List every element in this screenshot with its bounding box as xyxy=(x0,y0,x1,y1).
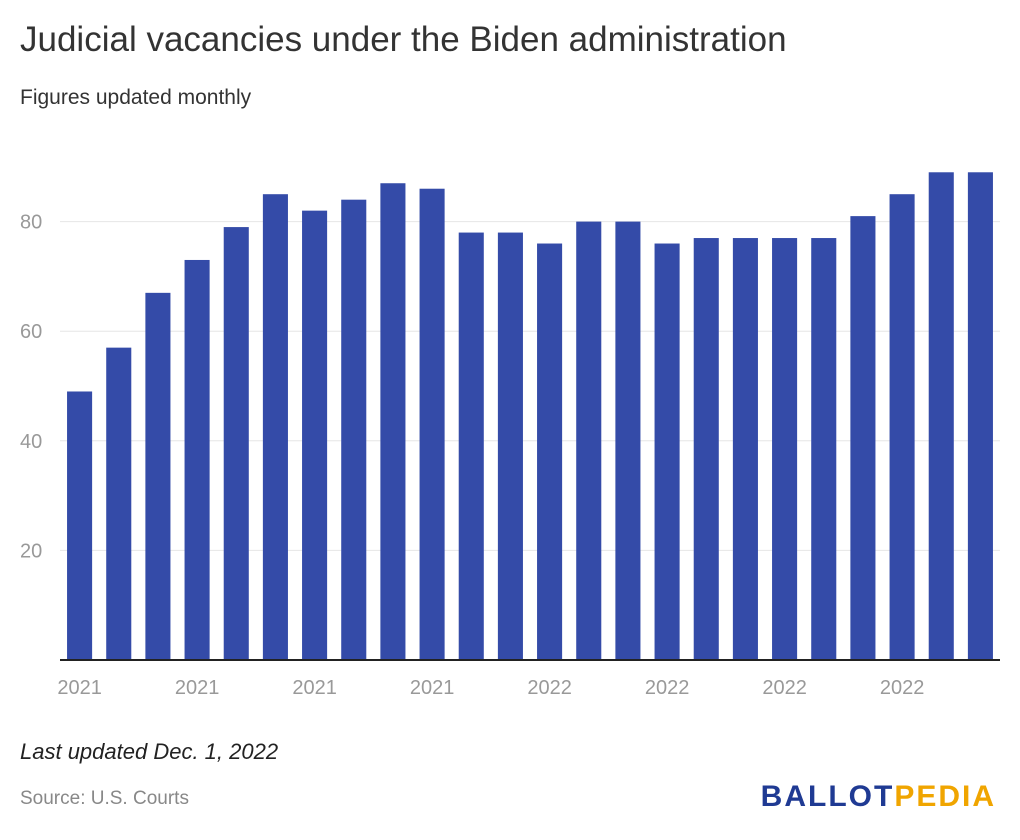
last-updated-note: Last updated Dec. 1, 2022 xyxy=(20,739,279,764)
bar[interactable] xyxy=(576,221,602,660)
bar[interactable] xyxy=(850,216,876,660)
bar[interactable] xyxy=(341,199,367,660)
bar[interactable] xyxy=(380,183,406,661)
bar[interactable] xyxy=(145,292,171,660)
bar[interactable] xyxy=(106,347,132,660)
bar[interactable] xyxy=(889,194,915,660)
bar[interactable] xyxy=(302,210,328,660)
x-axis-ticks: 2021 2021 2021 2021 2022 2022 2022 2022 xyxy=(57,677,924,699)
bar[interactable] xyxy=(811,238,837,661)
chart-subtitle: Figures updated monthly xyxy=(20,86,252,109)
bar[interactable] xyxy=(654,243,680,660)
x-tick-label: 2021 xyxy=(57,677,102,699)
bar[interactable] xyxy=(693,238,719,661)
bar[interactable] xyxy=(67,391,93,660)
x-tick-label: 2022 xyxy=(527,677,572,699)
logo-part-ballot: BALLOT xyxy=(760,780,895,813)
gridlines xyxy=(60,221,1000,551)
bar[interactable] xyxy=(615,221,641,660)
chart-title: Judicial vacancies under the Biden admin… xyxy=(20,20,787,59)
bar[interactable] xyxy=(772,238,798,661)
bar[interactable] xyxy=(223,227,249,660)
logo-part-pedia: PEDIA xyxy=(894,780,996,813)
bar[interactable] xyxy=(262,194,288,660)
bar[interactable] xyxy=(458,232,484,660)
y-axis-ticks: 20 40 60 80 xyxy=(20,212,42,563)
y-tick-label: 20 xyxy=(20,540,42,562)
y-tick-label: 40 xyxy=(20,431,42,453)
bar[interactable] xyxy=(419,188,445,660)
bar[interactable] xyxy=(928,172,954,660)
x-tick-label: 2022 xyxy=(645,677,690,699)
x-tick-label: 2021 xyxy=(292,677,337,699)
y-tick-label: 60 xyxy=(20,321,42,343)
x-tick-label: 2022 xyxy=(762,677,807,699)
y-tick-label: 80 xyxy=(20,212,42,234)
x-tick-label: 2021 xyxy=(175,677,220,699)
ballotpedia-logo: BALLOTPEDIA xyxy=(761,780,996,814)
bar[interactable] xyxy=(537,243,563,660)
bar[interactable] xyxy=(497,232,523,660)
bar[interactable] xyxy=(732,238,758,661)
source-text: Source: U.S. Courts xyxy=(20,788,189,809)
bar[interactable] xyxy=(184,259,210,660)
bar[interactable] xyxy=(967,172,993,660)
x-tick-label: 2021 xyxy=(410,677,455,699)
bars xyxy=(67,172,993,661)
x-tick-label: 2022 xyxy=(880,677,925,699)
